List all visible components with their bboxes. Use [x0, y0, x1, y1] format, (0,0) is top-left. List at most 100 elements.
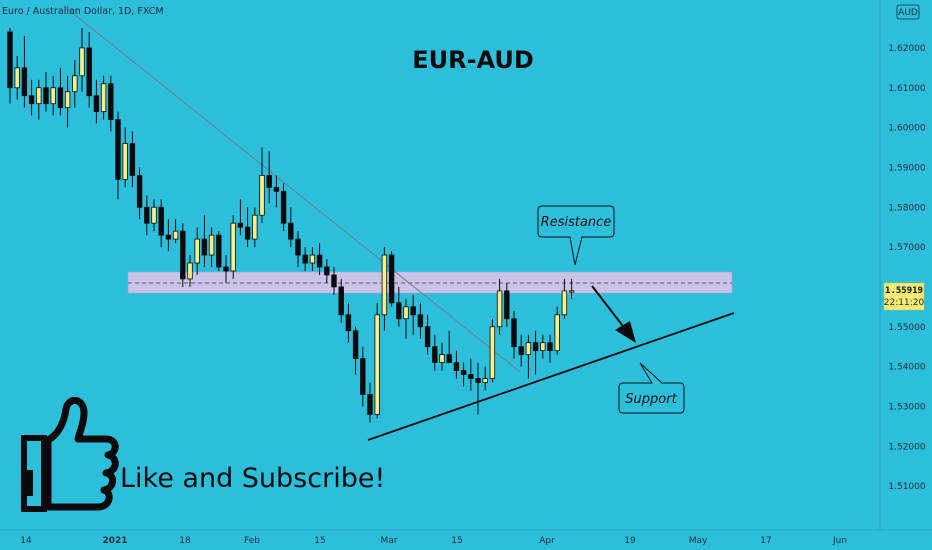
candle-body-down — [86, 47, 92, 97]
candle-body-up — [187, 262, 193, 280]
time-tick-label: 15 — [451, 536, 462, 546]
candle — [57, 67, 64, 116]
time-tick-label: May — [689, 536, 708, 546]
candle — [446, 330, 452, 363]
candle-body-down — [396, 302, 402, 320]
candle — [14, 55, 20, 100]
candle-body-up — [14, 67, 20, 89]
price-axis[interactable]: 1.62000 1.61000 1.60000 1.59000 1.58000 1.570… — [888, 44, 925, 492]
candle — [108, 75, 114, 132]
candle — [540, 334, 546, 359]
currency-badge-label: AUD — [898, 8, 918, 18]
candle — [115, 111, 121, 200]
candle-body-up — [64, 91, 71, 109]
candle-body-up — [403, 306, 409, 320]
candle-body-down — [511, 318, 517, 348]
candle-body-up — [482, 378, 488, 383]
symbol-header[interactable]: Euro / Australian Dollar, 1D, FXCM — [2, 6, 164, 17]
candle-body-up — [525, 342, 532, 356]
candle-body-down — [532, 342, 539, 352]
candle-body-down — [115, 119, 121, 180]
candle — [432, 334, 438, 371]
resistance-callout-box — [537, 205, 615, 266]
resistance-label: Resistance — [541, 215, 612, 230]
price-tag-value: 1.55919 — [885, 286, 923, 296]
candle-body-up — [381, 254, 388, 316]
candle — [302, 247, 308, 271]
currency-badge[interactable] — [896, 4, 920, 20]
price-tick-label: 1.51000 — [888, 482, 925, 492]
candle — [381, 247, 388, 331]
candle — [475, 362, 481, 415]
candle — [50, 75, 56, 116]
candle — [504, 282, 510, 327]
candle-body-down — [453, 362, 460, 371]
price-tick-label: 1.59000 — [888, 163, 925, 173]
candle — [122, 127, 128, 188]
candle — [158, 199, 164, 248]
candle — [331, 267, 337, 295]
candle — [36, 79, 42, 120]
time-tick-label: 18 — [179, 536, 191, 546]
candle — [201, 215, 208, 267]
resistance-zone — [127, 271, 733, 294]
time-tick-label: 15 — [314, 536, 325, 546]
candle-body-down — [424, 326, 431, 348]
candle — [79, 28, 85, 92]
time-tick-label: Feb — [244, 536, 260, 546]
candle-body-up — [496, 290, 503, 328]
candle — [151, 199, 157, 232]
candle — [460, 362, 467, 387]
time-axis[interactable]: 14 2021 18 Feb 15 Mar 15 Apr 19 May 17 Jun — [20, 536, 847, 546]
candle-body-up — [72, 75, 78, 93]
candle-body-up — [79, 47, 85, 77]
time-tick-label: Apr — [539, 536, 555, 546]
promo-text: Like and Subscribe! — [120, 463, 385, 494]
candle-body-up — [194, 238, 200, 264]
candle — [136, 167, 143, 220]
candle-body-up — [540, 342, 546, 352]
candle-body-up — [252, 214, 258, 240]
candle-body-down — [223, 266, 229, 272]
candle-body-down — [295, 238, 301, 256]
candle-body-up — [100, 83, 107, 113]
current-price-tag: 1.55919 22:11:20 — [883, 282, 924, 311]
candle — [165, 219, 172, 252]
candle-body-up — [568, 290, 575, 293]
candle — [244, 207, 251, 248]
candle — [338, 278, 344, 323]
candle-body-down — [417, 314, 424, 328]
candle-body-down — [324, 266, 330, 276]
candle — [230, 215, 236, 279]
candle-body-down — [367, 394, 373, 415]
price-tick-label: 1.61000 — [888, 84, 925, 94]
support-callout: Support — [618, 362, 685, 414]
candle — [259, 147, 265, 224]
candle — [180, 223, 186, 287]
candle — [388, 251, 395, 307]
time-tick-label: Mar — [381, 536, 398, 546]
price-tick-label: 1.54000 — [888, 363, 925, 373]
candle-body-up — [208, 234, 215, 256]
candle — [144, 195, 150, 236]
candle-body-down — [280, 190, 287, 224]
support-trendline — [367, 312, 735, 441]
candle — [554, 306, 560, 355]
candle — [403, 298, 409, 339]
candle-body-down — [201, 238, 208, 256]
candle-body-down — [43, 87, 49, 105]
time-tick-label: 2021 — [102, 536, 127, 546]
candle-body-down — [273, 186, 280, 192]
candle — [482, 366, 488, 391]
candle — [468, 358, 474, 391]
candle — [64, 75, 71, 128]
candle — [374, 302, 380, 419]
candle — [424, 314, 431, 355]
candle — [172, 219, 179, 244]
candle-body-down — [316, 254, 323, 268]
candle — [518, 334, 524, 367]
candle — [252, 207, 258, 248]
candle — [43, 71, 49, 112]
